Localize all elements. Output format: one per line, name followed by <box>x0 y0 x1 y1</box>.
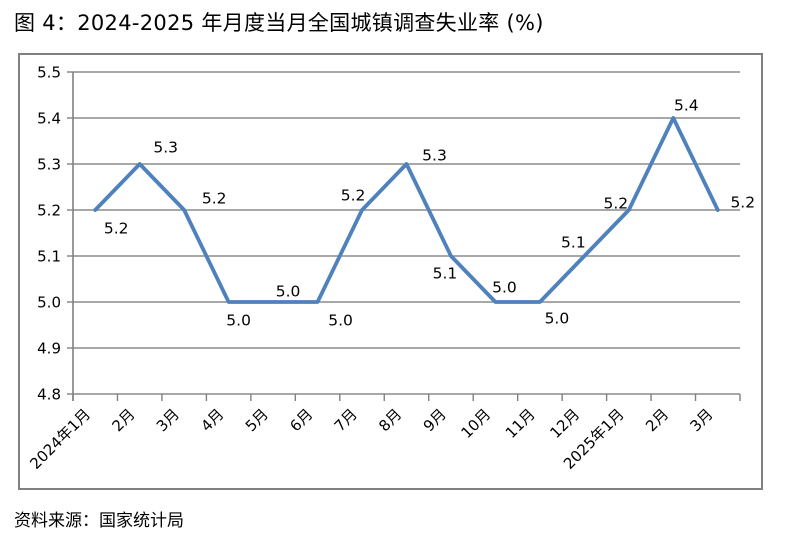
data-point-label: 5.1 <box>561 234 586 252</box>
y-axis-tick-label: 5.3 <box>37 156 61 174</box>
x-axis-label: 12月 <box>546 405 583 442</box>
source-note: 资料来源：国家统计局 <box>14 511 184 531</box>
y-axis-tick-label: 5.5 <box>37 64 61 82</box>
data-point-label: 5.0 <box>545 310 570 328</box>
x-axis-label: 4月 <box>197 405 227 435</box>
x-axis-label: 3月 <box>687 405 717 435</box>
data-point-label: 5.0 <box>492 279 517 297</box>
data-point-label: 5.2 <box>202 190 227 208</box>
data-point-label: 5.2 <box>730 194 755 212</box>
y-axis-tick-label: 5.0 <box>37 294 61 312</box>
chart-title: 图 4：2024-2025 年月度当月全国城镇调查失业率 (%) <box>14 11 544 35</box>
data-point-label: 5.0 <box>226 312 251 330</box>
y-axis-tick-label: 5.2 <box>37 202 61 220</box>
y-axis-tick-label: 4.8 <box>37 386 61 404</box>
data-point-label: 5.0 <box>276 283 301 301</box>
data-point-label: 5.2 <box>604 195 629 213</box>
x-axis-label: 2月 <box>642 405 672 435</box>
data-series-line <box>93 116 720 304</box>
x-axis-label: 9月 <box>420 405 450 435</box>
x-axis-label: 11月 <box>502 405 539 442</box>
x-axis-label: 7月 <box>331 405 361 435</box>
chart-frame: 5.5 5.4 5.3 5.2 5.1 5.0 4.9 4.8 2024年1月 2月 3月 4月 5月 6… <box>18 53 763 490</box>
x-axis-label: 5月 <box>242 405 272 435</box>
x-axis-label: 8月 <box>375 405 405 435</box>
data-point-label: 5.0 <box>328 312 353 330</box>
data-point-label: 5.1 <box>433 265 458 283</box>
x-axis-label: 3月 <box>153 405 183 435</box>
data-point-label: 5.2 <box>341 187 366 205</box>
x-axis-label: 2024年1月 <box>26 405 94 473</box>
data-point-label: 5.3 <box>422 147 447 165</box>
y-axis-tick-label: 4.9 <box>37 340 61 358</box>
y-axis-tick-label: 5.1 <box>37 248 61 266</box>
data-point-label: 5.3 <box>153 139 178 157</box>
x-axis-label: 10月 <box>457 405 494 442</box>
x-axis-label: 2月 <box>108 405 138 435</box>
y-axis-tick-label: 5.4 <box>37 110 61 128</box>
data-point-label: 5.4 <box>674 97 699 115</box>
data-point-label: 5.2 <box>104 220 129 238</box>
x-axis-label: 6月 <box>286 405 316 435</box>
